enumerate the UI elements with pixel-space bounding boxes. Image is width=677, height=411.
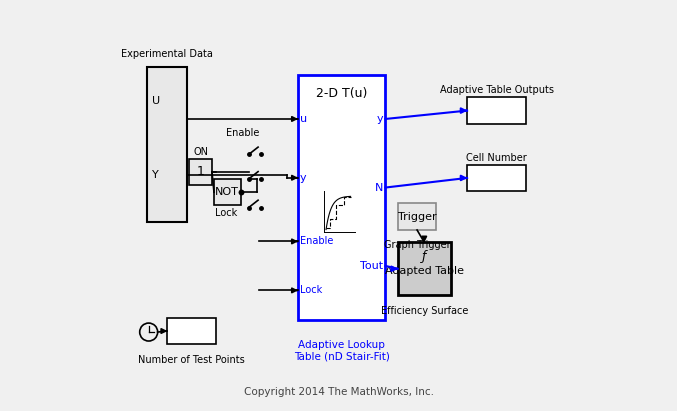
FancyBboxPatch shape xyxy=(298,75,385,320)
FancyBboxPatch shape xyxy=(147,67,188,222)
Text: Number of Test Points: Number of Test Points xyxy=(138,355,245,365)
Text: U: U xyxy=(152,96,160,106)
Text: y: y xyxy=(300,173,307,183)
FancyBboxPatch shape xyxy=(190,159,212,185)
FancyBboxPatch shape xyxy=(214,179,240,206)
Text: ƒ: ƒ xyxy=(422,249,427,263)
Text: Enable: Enable xyxy=(300,236,333,247)
Text: Efficiency Surface: Efficiency Surface xyxy=(380,305,468,316)
FancyBboxPatch shape xyxy=(397,203,437,230)
Text: Cell Number: Cell Number xyxy=(466,152,527,163)
Text: Lock: Lock xyxy=(215,208,238,218)
Text: Tout: Tout xyxy=(360,261,383,271)
Text: 1: 1 xyxy=(197,165,204,178)
Text: ON: ON xyxy=(193,146,209,157)
Text: Y: Y xyxy=(152,170,158,180)
Text: NOT: NOT xyxy=(215,187,239,197)
Text: Lock: Lock xyxy=(300,285,322,296)
Text: Copyright 2014 The MathWorks, Inc.: Copyright 2014 The MathWorks, Inc. xyxy=(244,387,433,397)
FancyBboxPatch shape xyxy=(467,165,526,191)
Text: Adaptive Table Outputs: Adaptive Table Outputs xyxy=(439,85,554,95)
FancyBboxPatch shape xyxy=(467,97,526,124)
Text: Experimental Data: Experimental Data xyxy=(121,48,213,58)
FancyBboxPatch shape xyxy=(397,242,451,296)
Text: 2-D T(u): 2-D T(u) xyxy=(316,87,367,100)
Text: N: N xyxy=(375,182,383,192)
Text: Trigger: Trigger xyxy=(398,212,437,222)
FancyBboxPatch shape xyxy=(167,318,216,344)
Text: y: y xyxy=(377,114,383,124)
Text: Enable: Enable xyxy=(226,128,259,138)
Text: Adapted Table: Adapted Table xyxy=(385,266,464,277)
Text: Graph Trigger: Graph Trigger xyxy=(384,240,450,250)
Text: u: u xyxy=(300,114,307,124)
Text: Adaptive Lookup
Table (nD Stair-Fit): Adaptive Lookup Table (nD Stair-Fit) xyxy=(294,340,389,362)
